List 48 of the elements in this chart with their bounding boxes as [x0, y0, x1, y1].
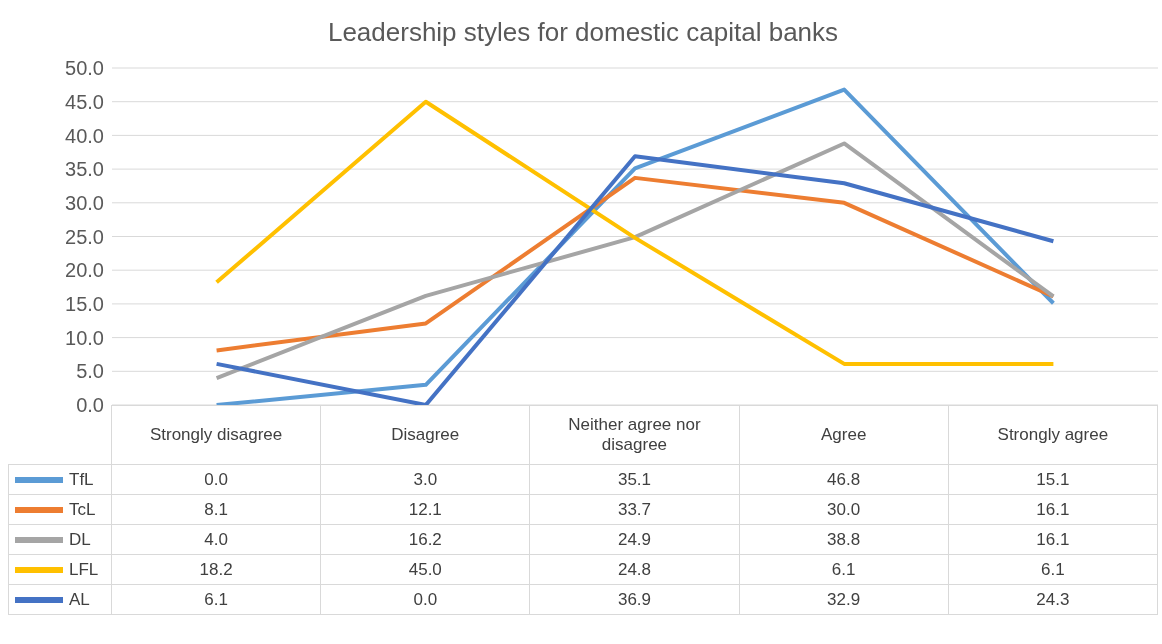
data-label: 33.7: [530, 495, 740, 525]
x-tick-label: Agree: [739, 405, 949, 465]
legend-label: TfL: [69, 469, 94, 490]
y-tick-label: 40.0: [65, 124, 104, 147]
data-label: 24.9: [530, 525, 740, 555]
data-label: 6.1: [948, 555, 1158, 585]
data-label: 16.1: [948, 495, 1158, 525]
y-tick-label: 20.0: [65, 259, 104, 282]
y-tick-label: 10.0: [65, 326, 104, 349]
y-tick-label: 35.0: [65, 158, 104, 181]
data-label: 46.8: [739, 465, 949, 495]
y-tick-label: 25.0: [65, 225, 104, 248]
legend-label: DL: [69, 529, 91, 550]
data-label: 35.1: [530, 465, 740, 495]
data-label: 24.3: [948, 585, 1158, 615]
data-label: 0.0: [112, 465, 322, 495]
y-tick-label: 45.0: [65, 90, 104, 113]
x-tick-label: Neither agree nor disagree: [530, 405, 740, 465]
data-label: 45.0: [321, 555, 531, 585]
data-label: 3.0: [321, 465, 531, 495]
legend-label: LFL: [69, 559, 99, 580]
data-label: 24.8: [530, 555, 740, 585]
data-label: 32.9: [739, 585, 949, 615]
y-tick-label: 30.0: [65, 191, 104, 214]
x-tick-label: Strongly disagree: [112, 405, 322, 465]
data-label: 16.2: [321, 525, 531, 555]
y-tick-label: 15.0: [65, 293, 104, 315]
data-label: 18.2: [112, 555, 322, 585]
data-label: 12.1: [321, 495, 531, 525]
chart-title: Leadership styles for domestic capital banks: [327, 17, 839, 47]
data-label: 15.1: [948, 465, 1158, 495]
data-label: 30.0: [739, 495, 949, 525]
y-tick-label: 0.0: [76, 394, 104, 417]
x-tick-label: Strongly agree: [948, 405, 1158, 465]
legend-label: TcL: [69, 499, 96, 520]
data-label: 6.1: [112, 585, 322, 615]
data-label: 6.1: [739, 555, 949, 585]
data-label: 4.0: [112, 525, 322, 555]
y-tick-label: 50.0: [65, 57, 104, 80]
legend-label: AL: [69, 589, 90, 610]
line-series: [214, 99, 1056, 366]
data-label: 8.1: [112, 495, 322, 525]
data-label: 38.8: [739, 525, 949, 555]
data-label: 16.1: [948, 525, 1158, 555]
data-label: 0.0: [321, 585, 531, 615]
x-tick-label: Disagree: [321, 405, 531, 465]
data-label: 36.9: [530, 585, 740, 615]
y-tick-label: 5.0: [76, 360, 104, 383]
